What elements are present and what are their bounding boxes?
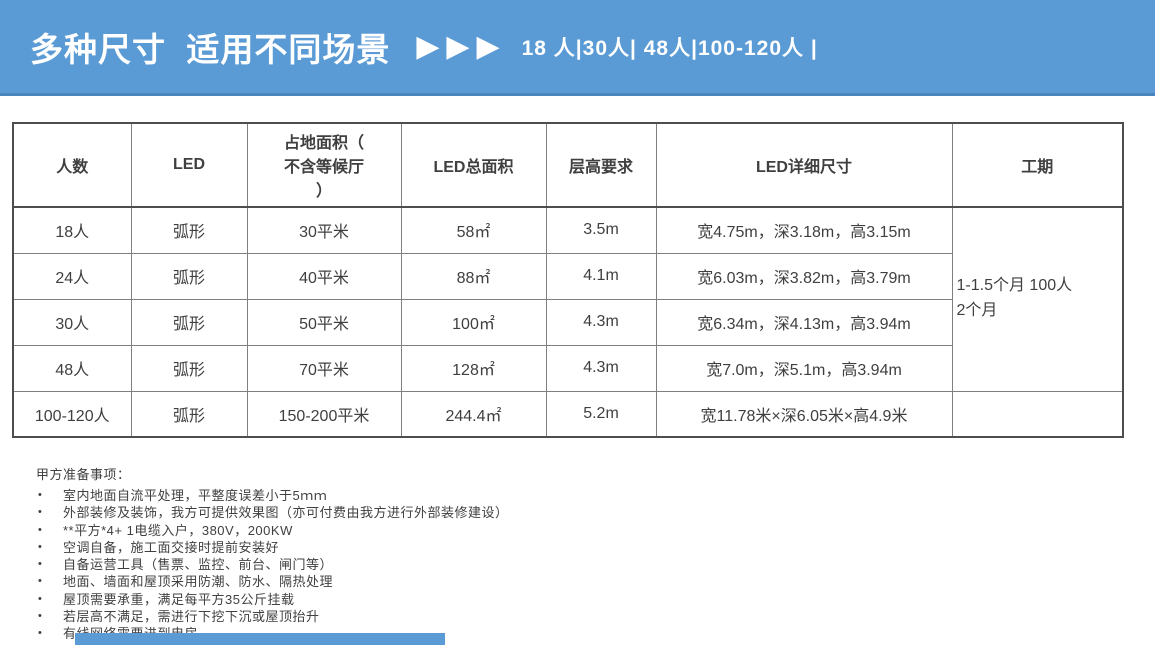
cell-area: 40平米: [246, 252, 402, 300]
notes-section: 甲方准备事项： • 室内地面自流平处理，平整度误差小于5ｍｍ • 外部装修及装饰，我…: [36, 464, 509, 643]
play-arrow-icon: ▶: [446, 29, 470, 63]
bullet-icon: •: [38, 627, 43, 640]
bullet-icon: •: [38, 523, 43, 536]
note-text: 空调自备，施工面交接时提前安装好: [63, 539, 280, 555]
note-text: 自备运营工具（售票、监控、前台、闸门等）: [63, 557, 334, 573]
header-banner: 多种尺寸 适用不同场景 ▶ ▶ ▶ 18 人|30人| 48人|100-120人…: [0, 0, 1155, 96]
bullet-icon: •: [38, 558, 43, 571]
cell-floor-height: 4.3m: [545, 344, 657, 392]
bottom-accent-bar: [75, 633, 445, 645]
column-header-people: 人数: [12, 122, 132, 208]
cell-floor-height: 3.5m: [545, 206, 657, 254]
cell-led-area: 100㎡: [400, 298, 547, 346]
column-header-led: LED: [130, 122, 248, 208]
duration-merged-cell: 1-1.5个月 100人 2个月: [951, 206, 1124, 392]
page-title: 多种尺寸 适用不同场景: [30, 30, 391, 68]
note-text: 外部装修及装饰，我方可提供效果图（亦可付费由我方进行外部装修建设）: [63, 505, 509, 521]
list-item: • 若层高不满足，需进行下挖下沉或屋顶抬升: [36, 608, 509, 625]
cell-led-area: 128㎡: [400, 344, 547, 392]
bullet-icon: •: [38, 610, 43, 623]
cell-people: 18人: [12, 206, 132, 254]
bullet-icon: •: [38, 489, 43, 501]
cell-led-size: 宽7.0m，深5.1m，高3.94m: [655, 344, 953, 392]
note-text: 地面、墙面和屋顶采用防潮、防水、隔热处理: [63, 574, 334, 590]
table-row: 30人 弧形 50平米 100㎡ 4.3m 宽6.34m，深4.13m，高3.9…: [12, 298, 1123, 346]
cell-people: 30人: [12, 298, 132, 346]
note-text: **平方*4+ 1电缆入户，380V，200KW: [63, 522, 293, 538]
cell-led-area: 58㎡: [400, 206, 547, 254]
cell-led: 弧形: [130, 252, 248, 300]
table-row: 24人 弧形 40平米 88㎡ 4.1m 宽6.03m，深3.82m，高3.79…: [12, 252, 1123, 300]
cell-led-size: 宽6.34m，深4.13m，高3.94m: [655, 298, 953, 346]
bullet-icon: •: [38, 592, 43, 605]
column-header-duration: 工期: [951, 122, 1124, 208]
table-row: 48人 弧形 70平米 128㎡ 4.3m 宽7.0m，深5.1m，高3.94m: [12, 344, 1123, 392]
list-item: • 外部装修及装饰，我方可提供效果图（亦可付费由我方进行外部装修建设）: [36, 504, 509, 521]
list-item: • **平方*4+ 1电缆入户，380V，200KW: [36, 522, 509, 539]
list-item: • 空调自备，施工面交接时提前安装好: [36, 539, 509, 556]
play-arrow-icon: ▶: [476, 29, 500, 63]
list-item: • 地面、墙面和屋顶采用防潮、防水、隔热处理: [36, 573, 509, 590]
cell-people: 48人: [12, 344, 132, 392]
cell-led-area: 88㎡: [400, 252, 547, 300]
column-header-floor-height: 层高要求: [545, 122, 657, 208]
notes-title: 甲方准备事项：: [36, 467, 131, 482]
cell-area: 150-200平米: [246, 390, 402, 438]
play-arrow-icon: ▶: [416, 29, 440, 63]
table-header-row: 人数 LED 占地面积（ 不含等候厅 ） LED总面积 层高要求 LED详细尺寸…: [12, 122, 1124, 208]
column-header-led-area: LED总面积: [400, 122, 547, 208]
cell-led: 弧形: [130, 390, 248, 438]
bullet-icon: •: [38, 506, 43, 519]
cell-led: 弧形: [130, 206, 248, 254]
note-text: 屋顶需要承重，满足每平方35公斤挂载: [63, 591, 295, 607]
notes-list: • 室内地面自流平处理，平整度误差小于5ｍｍ • 外部装修及装饰，我方可提供效果图（…: [36, 487, 509, 643]
list-item: • 屋顶需要承重，满足每平方35公斤挂载: [36, 591, 509, 608]
capacity-list: 18 人|30人| 48人|100-120人 |: [521, 36, 818, 60]
note-text: 若层高不满足，需进行下挖下沉或屋顶抬升: [63, 609, 320, 625]
table-row: 100-120人 弧形 150-200平米 244.4㎡ 5.2m 宽11.78…: [12, 390, 1124, 438]
bullet-icon: •: [38, 540, 43, 553]
cell-led-size: 宽11.78米×深6.05米×高4.9米: [655, 390, 953, 438]
arrow-group: ▶ ▶ ▶: [416, 29, 500, 63]
cell-led: 弧形: [130, 298, 248, 346]
column-header-led-size: LED详细尺寸: [655, 122, 953, 208]
cell-led-area: 244.4㎡: [400, 390, 547, 438]
cell-led-size: 宽6.03m，深3.82m，高3.79m: [655, 252, 953, 300]
bullet-icon: •: [38, 575, 43, 588]
list-item: • 室内地面自流平处理，平整度误差小于5ｍｍ: [36, 487, 509, 504]
cell-people: 24人: [12, 252, 132, 300]
cell-floor-height: 4.3m: [545, 298, 657, 346]
cell-led: 弧形: [130, 344, 248, 392]
column-header-area: 占地面积（ 不含等候厅 ）: [246, 122, 402, 208]
note-text: 室内地面自流平处理，平整度误差小于5ｍｍ: [63, 488, 328, 503]
cell-people: 100-120人: [12, 390, 132, 438]
list-item: • 自备运营工具（售票、监控、前台、闸门等）: [36, 556, 509, 573]
cell-led-size: 宽4.75m，深3.18m，高3.15m: [655, 206, 953, 254]
cell-area: 30平米: [246, 206, 402, 254]
table-row: 18人 弧形 30平米 58㎡ 3.5m 宽4.75m，深3.18m，高3.15…: [12, 206, 1124, 392]
size-spec-table: 人数 LED 占地面积（ 不含等候厅 ） LED总面积 层高要求 LED详细尺寸…: [12, 122, 1124, 438]
cell-area: 70平米: [246, 344, 402, 392]
cell-floor-height: 5.2m: [545, 390, 657, 438]
cell-area: 50平米: [246, 298, 402, 346]
cell-floor-height: 4.1m: [545, 252, 657, 300]
duration-empty-cell: [951, 390, 1124, 438]
